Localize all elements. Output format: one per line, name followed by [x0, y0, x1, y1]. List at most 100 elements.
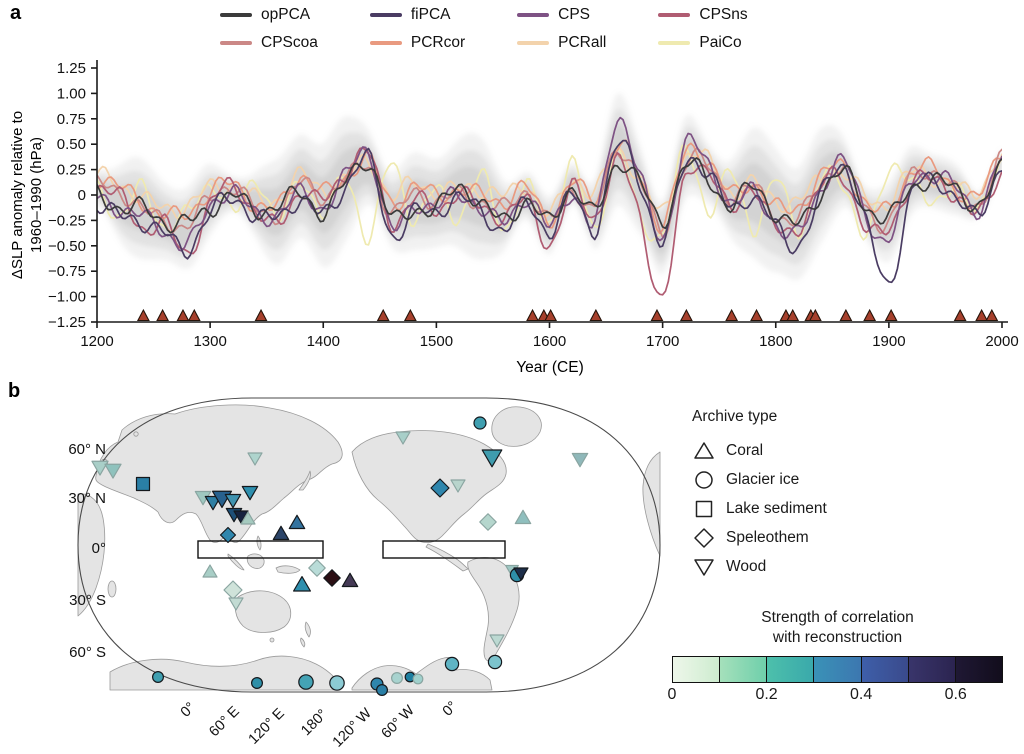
- latitude-labels: 60° N 30° N 0° 30° S 60° S: [68, 441, 106, 661]
- volcano-marker: [679, 308, 693, 322]
- legend-label: CPScoa: [261, 34, 318, 51]
- legend-swatch: [658, 13, 691, 17]
- series-line-PaiCo: [97, 144, 1002, 246]
- volcano-marker: [786, 308, 800, 322]
- volcano-marker: [187, 308, 201, 322]
- colorbar-ticks: 0 0.2 0.4 0.6: [668, 686, 1003, 706]
- x-tick-label: 1300: [193, 333, 226, 350]
- lat-label: 60° S: [69, 644, 106, 661]
- square-icon: [695, 500, 713, 517]
- speleothem-marker: [308, 559, 326, 577]
- archive-item-wood: Wood: [692, 552, 992, 581]
- colorbar-tick-label: 0.6: [944, 686, 967, 703]
- lon-label: 120° W: [330, 705, 375, 750]
- x-tick-label: 1600: [533, 333, 566, 350]
- glacier-marker: [473, 416, 487, 430]
- triangle-down-icon: [694, 558, 714, 576]
- circle-icon: [695, 470, 713, 489]
- colorbar-tick-label: 0.4: [850, 686, 873, 703]
- wood-marker: [571, 452, 589, 468]
- legend-item-PCRall: PCRall: [517, 32, 606, 54]
- wood-marker: [481, 449, 503, 468]
- lat-label: 60° N: [68, 441, 106, 458]
- y-tick-label: 0.50: [57, 136, 86, 153]
- wood-marker: [104, 463, 122, 479]
- reconstruction-lines: [97, 116, 1002, 296]
- glacier-marker: [391, 671, 404, 684]
- x-tick-label: 1900: [872, 333, 905, 350]
- archive-item-lake-sediment: Lake sediment: [692, 494, 992, 523]
- colorbar-tick-label: 0: [667, 686, 677, 703]
- speleothem-marker: [430, 478, 450, 498]
- wood-marker: [228, 597, 244, 611]
- glacier-marker: [412, 673, 424, 685]
- equatorial-box: [197, 540, 324, 559]
- legend-label: opPCA: [261, 6, 311, 23]
- x-axis-label: Year (CE): [516, 359, 583, 376]
- legend-label: PCRcor: [410, 34, 466, 51]
- correlation-colorbar: Strength of correlation with reconstruct…: [668, 608, 1003, 706]
- x-tick-label: 1400: [307, 333, 340, 350]
- series-line-CPSns: [97, 146, 1002, 296]
- map-outline: [77, 397, 661, 693]
- lon-label: 60° W: [378, 702, 418, 742]
- volcano-marker: [136, 308, 150, 322]
- volcano-marker: [985, 308, 999, 322]
- volcano-marker: [254, 308, 268, 322]
- legend-item-CPSns: CPSns: [658, 4, 748, 26]
- archive-item-speleothem: Speleothem: [692, 523, 992, 552]
- lat-label: 0°: [92, 540, 106, 557]
- coral-marker: [288, 514, 306, 530]
- colorbar-segment: [955, 657, 1002, 682]
- reconstruction-legend: opPCA fiPCA CPS CPSns CPScoa PCRcor PCRall PaiC…: [220, 4, 748, 54]
- legend-item-fiPCA: fiPCA: [369, 4, 465, 26]
- glacier-marker: [329, 675, 345, 691]
- coral-marker: [293, 576, 311, 592]
- y-tick-label: −0.50: [48, 238, 86, 255]
- chart-axes: 1.25 1.00 0.75 0.50 0.25 0 −0.25 −0.50 −0.75 −1.0…: [48, 60, 1019, 350]
- legend-label: PaiCo: [699, 34, 742, 51]
- series-line-opPCA: [97, 157, 1002, 234]
- volcano-marker: [750, 308, 763, 322]
- y-axis-label-line1: ΔSLP anomaly relative to: [9, 111, 26, 279]
- panel-a-label: a: [10, 2, 22, 24]
- series-line-fiPCA: [97, 139, 1002, 284]
- colorbar-segment: [861, 657, 909, 682]
- slp-anomaly-chart: 1.25 1.00 0.75 0.50 0.25 0 −0.25 −0.50 −0.75 −1.0…: [9, 60, 1019, 376]
- archive-item-label: Speleothem: [726, 528, 809, 546]
- proxy-markers: [91, 416, 589, 696]
- lake-marker: [135, 476, 151, 492]
- glacier-marker: [152, 670, 165, 683]
- world-map: 60° N 30° N 0° 30° S 60° S 0° 60° E 120° E 180°…: [68, 397, 661, 751]
- archive-legend-title: Archive type: [692, 408, 778, 425]
- archive-item-glacier-ice: Glacier ice: [692, 465, 992, 494]
- colorbar-segment: [767, 657, 815, 682]
- colorbar-title-line1: Strength of correlation: [761, 609, 914, 626]
- volcano-marker: [975, 308, 989, 322]
- y-tick-label: 0.25: [57, 162, 86, 179]
- wood-marker: [224, 493, 242, 509]
- x-tick-label: 2000: [985, 333, 1018, 350]
- volcano-marker: [403, 308, 417, 322]
- speleothem-marker: [219, 526, 237, 544]
- glacier-marker: [251, 676, 264, 689]
- y-tick-label: 1.00: [57, 85, 86, 102]
- legend-swatch: [658, 41, 691, 45]
- lon-label: 0°: [178, 700, 199, 721]
- archive-item-coral: Coral: [692, 436, 992, 465]
- y-tick-label: 1.25: [57, 60, 86, 77]
- coral-marker: [272, 525, 290, 541]
- x-tick-label: 1700: [646, 333, 679, 350]
- volcano-marker: [176, 308, 190, 322]
- archive-item-label: Coral: [726, 441, 764, 459]
- legend-item-PCRcor: PCRcor: [369, 32, 466, 54]
- speleothem-marker: [323, 569, 341, 587]
- legend-item-opPCA: opPCA: [220, 4, 318, 26]
- panel-b-label: b: [8, 380, 21, 402]
- lon-label: 60° E: [206, 703, 243, 740]
- volcano-marker: [863, 308, 877, 322]
- legend-swatch: [517, 13, 550, 17]
- colorbar-gradient: [672, 656, 1003, 683]
- wood-marker: [395, 431, 411, 445]
- longitude-labels: 0° 60° E 120° E 180°120° W 60° W 0°: [178, 699, 461, 751]
